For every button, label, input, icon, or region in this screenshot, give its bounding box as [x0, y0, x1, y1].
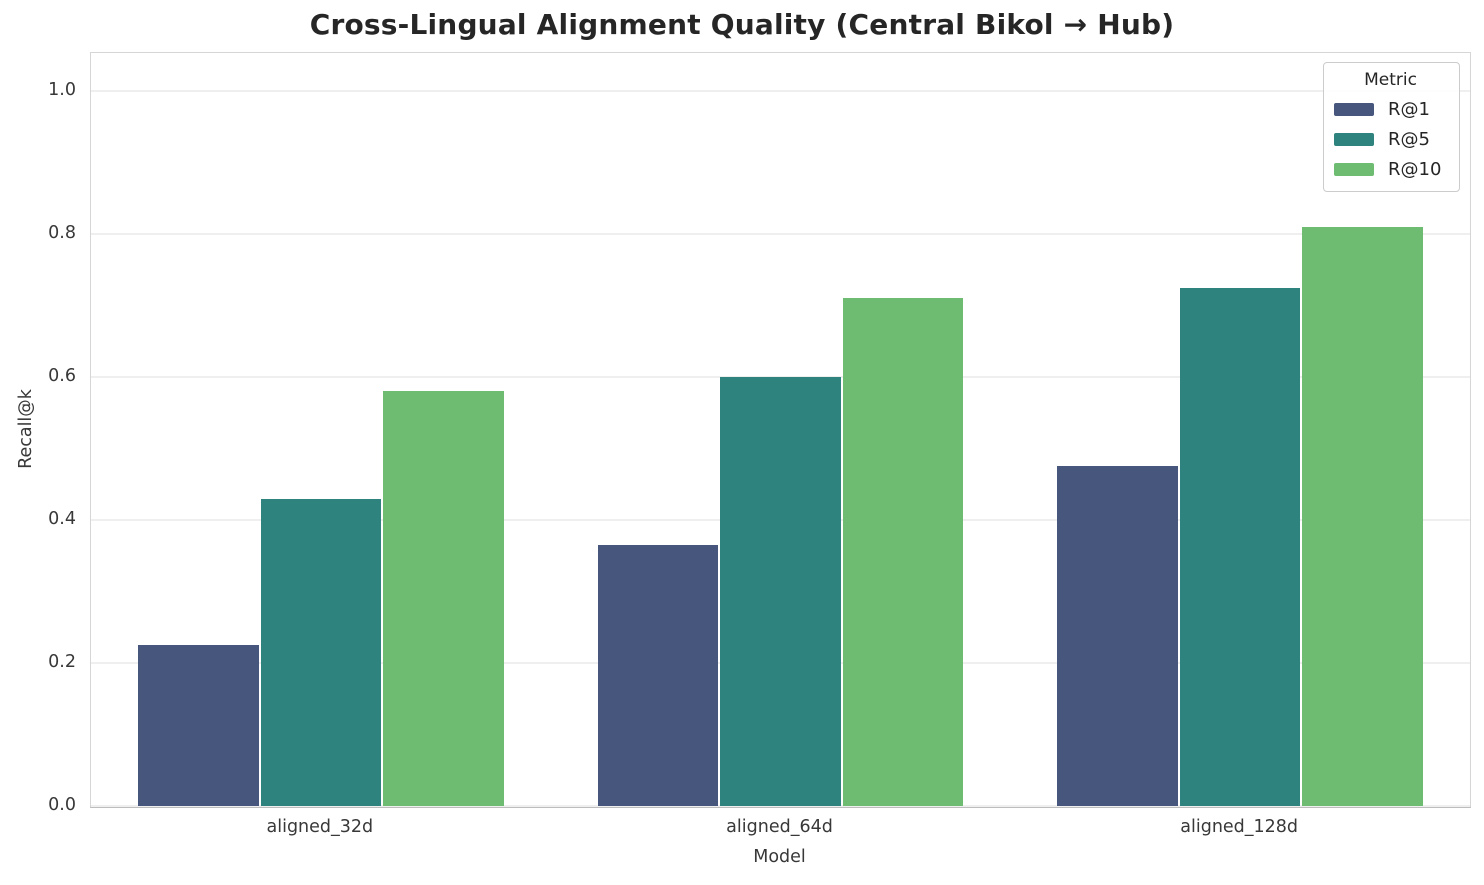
gridline-y-0.0 — [91, 805, 1470, 807]
gridline-y-1.0 — [91, 89, 1470, 92]
y-tick-label: 0.8 — [48, 222, 76, 243]
legend-item-R@1: R@1 — [1334, 99, 1447, 120]
legend-item-R@5: R@5 — [1334, 129, 1447, 150]
gridline-y-0.8 — [91, 232, 1470, 235]
bar-R@1-aligned_32d — [137, 645, 259, 806]
chart-title: Cross-Lingual Alignment Quality (Central… — [309, 8, 1175, 41]
legend-swatch-icon — [1334, 163, 1374, 176]
legend-item-R@10: R@10 — [1334, 159, 1447, 180]
y-tick-label: 0.2 — [48, 651, 76, 672]
x-tick-label: aligned_32d — [266, 817, 374, 837]
y-tick-label: 0.0 — [48, 795, 76, 815]
y-tick-label: 0.6 — [48, 365, 76, 386]
x-tick-label: aligned_64d — [726, 817, 833, 837]
y-tick-label: 0.4 — [48, 508, 76, 529]
bar-R@1-aligned_64d — [597, 545, 719, 806]
x-tick-label: aligned_128d — [1180, 817, 1299, 837]
x-axis-label: Model — [753, 847, 806, 867]
bar-R@5-aligned_32d — [260, 498, 382, 806]
y-axis-label: Recall@k — [16, 389, 36, 469]
bar-R@10-aligned_32d — [383, 391, 504, 806]
legend-label: R@10 — [1388, 159, 1442, 180]
plot-area — [90, 52, 1471, 808]
y-tick-label: 1.0 — [48, 79, 76, 100]
bar-R@5-aligned_64d — [720, 376, 841, 806]
legend-label: R@1 — [1388, 99, 1430, 120]
bar-R@10-aligned_128d — [1302, 226, 1424, 806]
legend-swatch-icon — [1334, 133, 1374, 146]
legend-swatch-icon — [1334, 103, 1374, 116]
legend-title: Metric — [1364, 70, 1417, 90]
legend: Metric R@1 R@5 R@10 — [1323, 62, 1460, 192]
bar-R@10-aligned_64d — [842, 298, 964, 806]
bar-R@1-aligned_128d — [1057, 466, 1178, 806]
legend-label: R@5 — [1388, 129, 1430, 150]
bar-R@5-aligned_128d — [1179, 287, 1301, 806]
